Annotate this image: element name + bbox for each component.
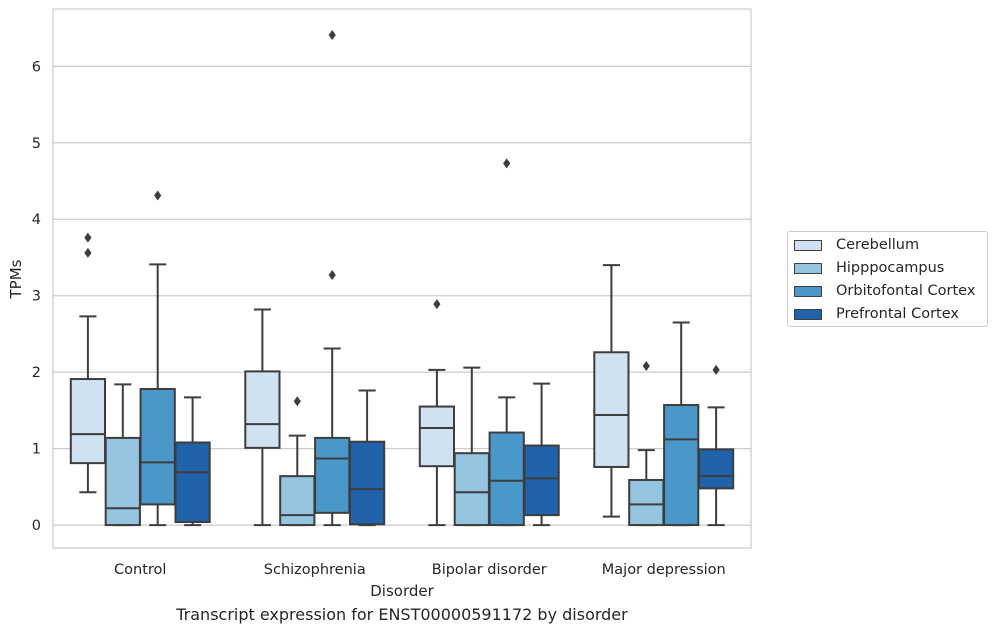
x-tick-label: Major depression — [602, 562, 726, 578]
y-tick-label: 2 — [32, 365, 41, 381]
outlier-point — [712, 364, 720, 375]
x-tick-label: Control — [114, 562, 166, 578]
x-axis-label: Disorder — [370, 582, 434, 600]
y-tick-labels: 0 1 2 3 4 5 6 — [32, 59, 41, 534]
outlier-point — [293, 396, 301, 407]
legend-label-prefrontal-cortex: Prefrontal Cortex — [836, 306, 959, 322]
box — [697, 448, 735, 490]
box — [628, 478, 665, 527]
outlier-point — [642, 361, 650, 372]
box — [69, 378, 107, 465]
legend-swatch-hippocampus — [794, 262, 822, 274]
outlier-point — [503, 158, 511, 169]
box — [348, 440, 386, 526]
box — [279, 475, 316, 527]
box — [453, 452, 490, 527]
series-group — [174, 364, 735, 527]
legend-item-hippocampus: Hipppocampus — [794, 258, 944, 278]
legend-label-hippocampus: Hipppocampus — [836, 260, 945, 276]
outlier-point — [84, 247, 92, 258]
x-tick-label: Bipolar disorder — [432, 562, 547, 578]
x-tick-label: Schizophrenia — [264, 562, 366, 578]
legend: Cerebellum Hipppocampus Orbitofontal Cor… — [787, 231, 988, 327]
box — [174, 441, 211, 524]
box — [244, 370, 281, 449]
series-group — [69, 232, 630, 527]
legend-item-orbitofrontal-cortex: Orbitofontal Cortex — [794, 281, 975, 301]
y-tick-label: 1 — [32, 442, 41, 458]
outlier-point — [328, 29, 336, 40]
outlier-point — [328, 270, 336, 281]
legend-swatch-prefrontal-cortex — [794, 308, 822, 320]
legend-item-prefrontal-cortex: Prefrontal Cortex — [794, 304, 959, 324]
y-tick-label: 3 — [32, 289, 41, 305]
y-tick-label: 4 — [32, 212, 41, 228]
box — [663, 404, 700, 527]
box — [418, 405, 456, 468]
y-tick-label: 5 — [32, 136, 41, 152]
box — [314, 436, 351, 514]
legend-item-cerebellum: Cerebellum — [794, 235, 919, 255]
legend-swatch-orbitofrontal-cortex — [794, 285, 822, 297]
x-tick-labels: Control Schizophrenia Bipolar disorder Majo… — [114, 562, 726, 578]
box-series — [69, 29, 735, 527]
outlier-point — [84, 232, 92, 243]
outlier-point — [433, 299, 441, 310]
box — [488, 431, 525, 527]
legend-label-cerebellum: Cerebellum — [836, 237, 920, 253]
box — [593, 351, 630, 468]
y-tick-label: 6 — [32, 59, 41, 75]
y-axis-label: TPMs — [7, 259, 25, 299]
box — [139, 387, 176, 506]
box — [104, 436, 141, 527]
chart-caption: Transcript expression for ENST0000059117… — [176, 605, 628, 624]
legend-label-orbitofrontal-cortex: Orbitofontal Cortex — [836, 283, 976, 299]
series-group — [139, 29, 700, 527]
legend-swatch-cerebellum — [794, 239, 822, 251]
box — [523, 444, 560, 517]
outlier-point — [154, 190, 162, 201]
series-group — [104, 361, 665, 527]
y-tick-label: 0 — [32, 518, 41, 534]
